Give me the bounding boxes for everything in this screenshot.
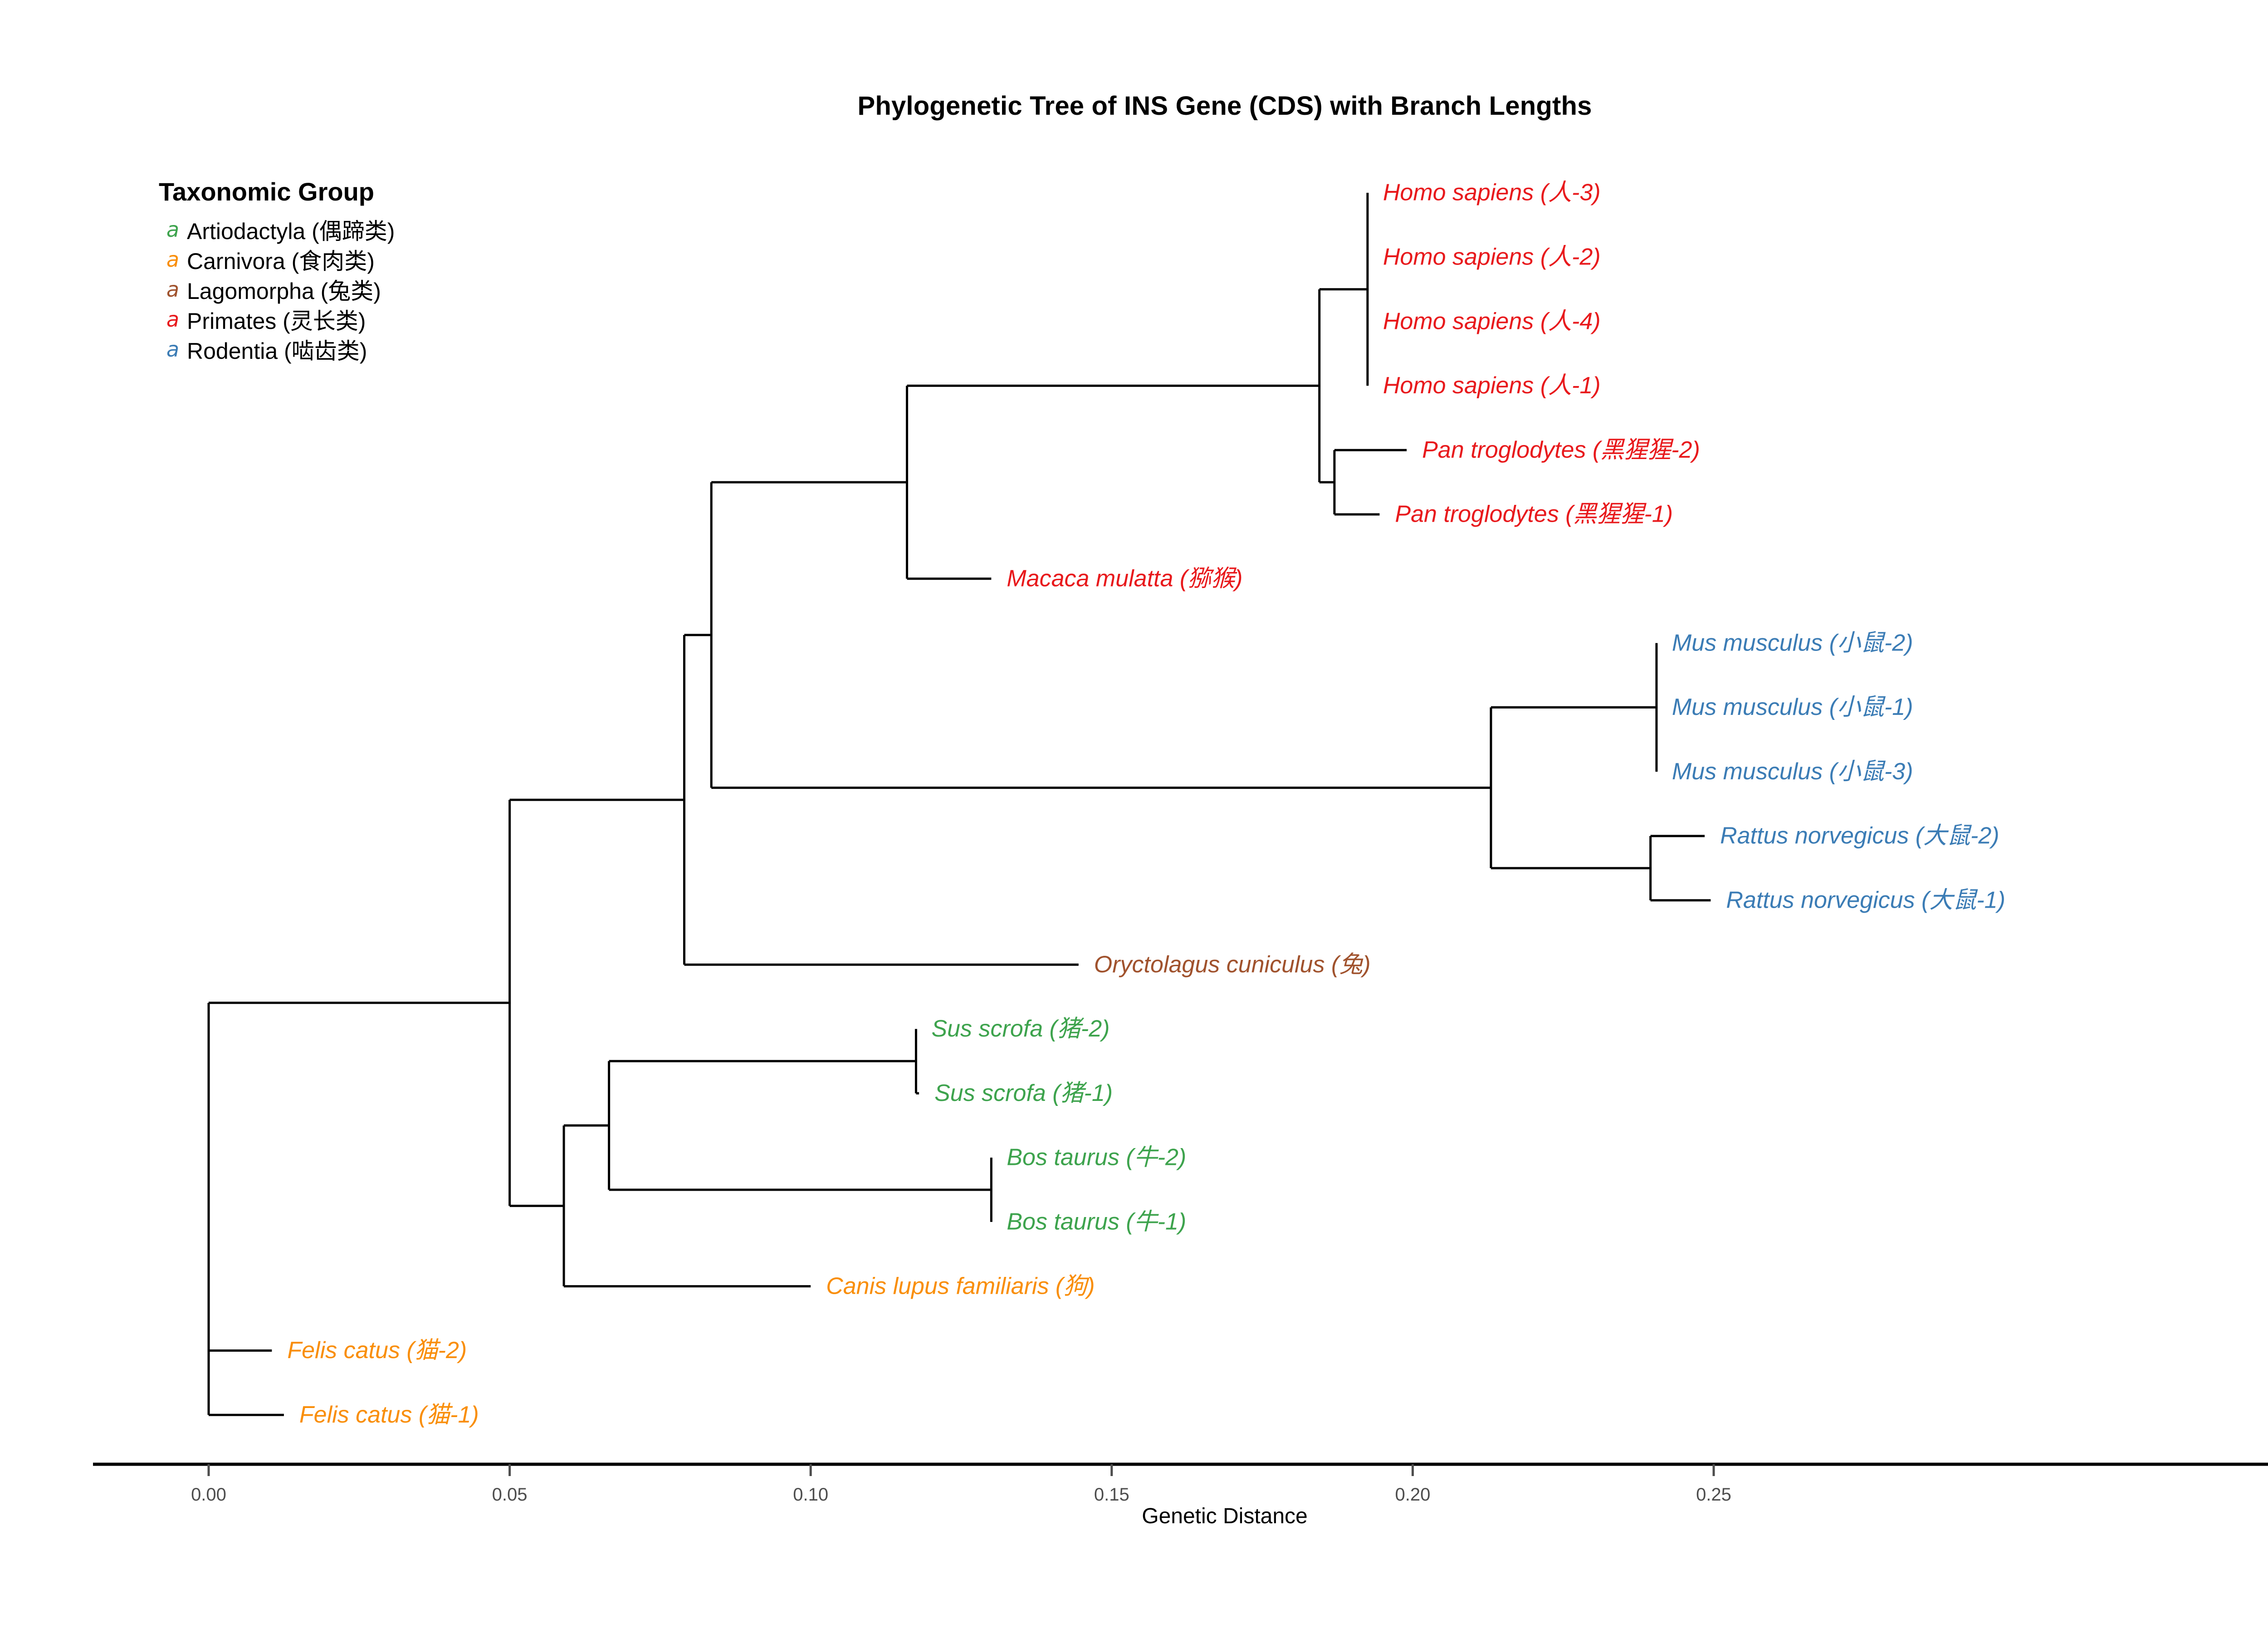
tip-label[interactable]: Felis catus (猫-1): [299, 1402, 479, 1428]
tip-label[interactable]: Pan troglodytes (黑猩猩-2): [1422, 437, 1700, 463]
tip-label[interactable]: Rattus norvegicus (大鼠-2): [1720, 823, 1999, 849]
tip-label[interactable]: Mus musculus (小鼠-1): [1672, 694, 1913, 720]
axis-tick-label: 0.10: [793, 1485, 828, 1505]
axis-tick-label: 0.05: [492, 1485, 528, 1505]
tip-label[interactable]: Felis catus (猫-2): [287, 1337, 467, 1364]
legend: Taxonomic Group a Artiodactyla (偶蹄类) a Carn…: [159, 177, 395, 364]
tip-label[interactable]: Oryctolagus cuniculus (兔): [1094, 951, 1371, 978]
tip-label-group: Homo sapiens (人-3) Homo sapiens (人-2) Homo…: [287, 180, 2005, 1428]
tip-label[interactable]: Sus scrofa (猪-1): [934, 1080, 1113, 1106]
tip-label[interactable]: Sus scrofa (猪-2): [931, 1016, 1110, 1042]
x-axis-title: Genetic Distance: [1142, 1504, 1308, 1528]
tip-label[interactable]: Mus musculus (小鼠-3): [1672, 758, 1913, 785]
legend-item-label: Rodentia (啮齿类): [187, 338, 367, 364]
tip-label[interactable]: Mus musculus (小鼠-2): [1672, 630, 1913, 656]
legend-item-artiodactyla[interactable]: a Artiodactyla (偶蹄类): [159, 215, 395, 244]
tip-label[interactable]: Pan troglodytes (黑猩猩-1): [1395, 501, 1673, 528]
legend-key-glyph: a: [166, 337, 180, 362]
legend-item-rodentia[interactable]: a Rodentia (啮齿类): [159, 334, 395, 364]
legend-item-label: Primates (灵长类): [187, 308, 366, 334]
legend-item-label: Lagomorpha (兔类): [187, 279, 381, 304]
tip-label[interactable]: Macaca mulatta (猕猴): [1007, 566, 1242, 592]
axis-tick-label: 0.15: [1094, 1485, 1129, 1505]
axis-tick-label: 0.25: [1696, 1485, 1731, 1505]
tip-label[interactable]: Rattus norvegicus (大鼠-1): [1726, 887, 2005, 914]
axis-tick-label: 0.00: [191, 1485, 226, 1505]
legend-key-glyph: a: [166, 307, 180, 332]
legend-item-carnivora[interactable]: a Carnivora (食肉类): [159, 244, 395, 274]
tip-label[interactable]: Bos taurus (牛-1): [1007, 1209, 1186, 1235]
legend-title: Taxonomic Group: [159, 177, 374, 206]
tip-label[interactable]: Canis lupus familiaris (狗): [826, 1273, 1095, 1299]
legend-key-glyph: a: [166, 277, 180, 302]
x-axis: 0.00 0.05 0.10 0.15 0.20 0.25: [93, 1462, 2268, 1505]
axis-tick-label: 0.20: [1395, 1485, 1430, 1505]
legend-key-glyph: a: [166, 247, 180, 272]
legend-key-glyph: a: [166, 217, 180, 242]
legend-item-label: Carnivora (食肉类): [187, 249, 375, 274]
legend-item-label: Artiodactyla (偶蹄类): [187, 219, 395, 244]
branch-group: [207, 193, 1711, 1416]
tip-label[interactable]: Homo sapiens (人-2): [1383, 244, 1601, 270]
page-title: Phylogenetic Tree of INS Gene (CDS) with…: [857, 91, 1592, 121]
tip-label[interactable]: Homo sapiens (人-3): [1383, 180, 1601, 206]
tip-label[interactable]: Homo sapiens (人-4): [1383, 308, 1601, 334]
legend-item-primates[interactable]: a Primates (灵长类): [159, 304, 395, 334]
legend-entry-list: a Artiodactyla (偶蹄类) a Carnivora (食肉类) a Lago…: [159, 215, 395, 364]
legend-item-lagomorpha[interactable]: a Lagomorpha (兔类): [159, 274, 395, 304]
tip-label[interactable]: Bos taurus (牛-2): [1007, 1144, 1186, 1171]
tip-label[interactable]: Homo sapiens (人-1): [1383, 372, 1601, 399]
